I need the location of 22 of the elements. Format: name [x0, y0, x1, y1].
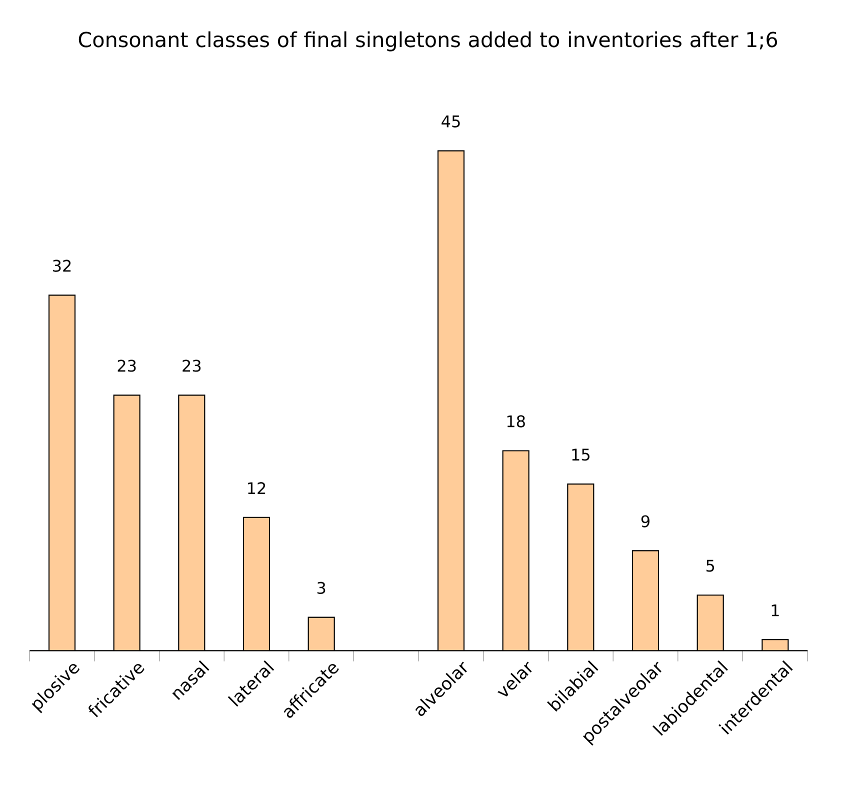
bar	[48, 294, 76, 651]
data-label: 32	[53, 260, 71, 272]
bar	[567, 484, 594, 651]
bar	[242, 516, 270, 651]
data-label: 15	[572, 448, 590, 461]
bar	[696, 594, 724, 651]
bar	[437, 150, 465, 651]
data-label: 1	[772, 604, 779, 616]
bar	[308, 616, 335, 651]
data-label: 23	[182, 360, 201, 372]
data-label: 18	[507, 415, 525, 428]
data-label: 12	[248, 482, 266, 494]
data-label: 5	[706, 560, 714, 572]
data-label: 9	[641, 515, 650, 528]
data-label: 3	[317, 582, 326, 594]
chart-title: Consonant classes of final singletons added to inventories after 1;6	[78, 31, 778, 52]
bar	[632, 550, 660, 651]
bar	[113, 394, 140, 651]
bar	[502, 450, 530, 651]
bar	[178, 394, 206, 651]
data-label: 45	[442, 116, 460, 128]
data-label: 23	[118, 360, 136, 372]
